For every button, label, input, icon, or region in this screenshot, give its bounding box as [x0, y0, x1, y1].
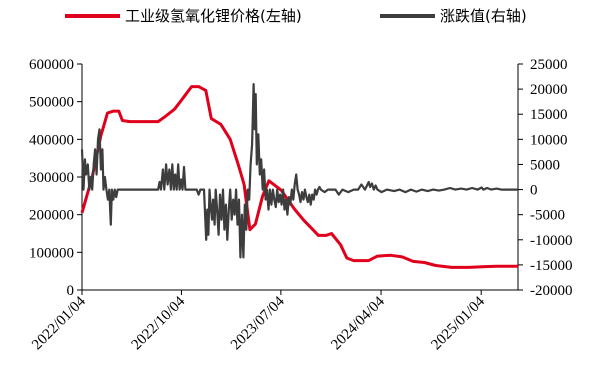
x-tick-label: 2025/01/04: [428, 293, 488, 353]
y-right-tick-label: 20000: [530, 82, 568, 98]
x-tick-label: 2022/01/04: [29, 293, 89, 353]
y-right-tick-label: 10000: [530, 132, 568, 148]
series-line-price: [80, 85, 518, 269]
x-tick-label: 2022/10/04: [129, 293, 189, 353]
y-left-tick-label: 100000: [29, 245, 74, 261]
y-left-tick-label: 0: [67, 283, 75, 299]
legend: 工业级氢氧化锂价格(左轴) 涨跌值(右轴): [65, 7, 527, 25]
y-right-tick-label: 15000: [530, 107, 568, 123]
y-right-tick-label: 5000: [530, 157, 560, 173]
y-left-tick-label: 600000: [29, 57, 74, 73]
plot-area: 0100000200000300000400000500000600000-20…: [29, 57, 573, 353]
legend-label-change: 涨跌值(右轴): [440, 7, 527, 25]
series-line-change: [80, 82, 518, 259]
y-right-tick-label: 25000: [530, 57, 568, 73]
y-right-tick-label: 0: [530, 183, 538, 199]
x-tick-label: 2023/07/04: [228, 293, 288, 353]
y-left-tick-label: 300000: [29, 170, 74, 186]
legend-label-price: 工业级氢氧化锂价格(左轴): [125, 7, 302, 25]
y-left-tick-label: 400000: [29, 132, 74, 148]
y-left-tick-label: 500000: [29, 95, 74, 111]
y-right-tick-label: -5000: [530, 208, 565, 224]
y-right-tick-label: -10000: [530, 233, 573, 249]
y-left-tick-label: 200000: [29, 208, 74, 224]
y-right-tick-label: -15000: [530, 258, 573, 274]
y-right-tick-label: -20000: [530, 283, 573, 299]
x-tick-label: 2024/04/04: [328, 293, 388, 353]
